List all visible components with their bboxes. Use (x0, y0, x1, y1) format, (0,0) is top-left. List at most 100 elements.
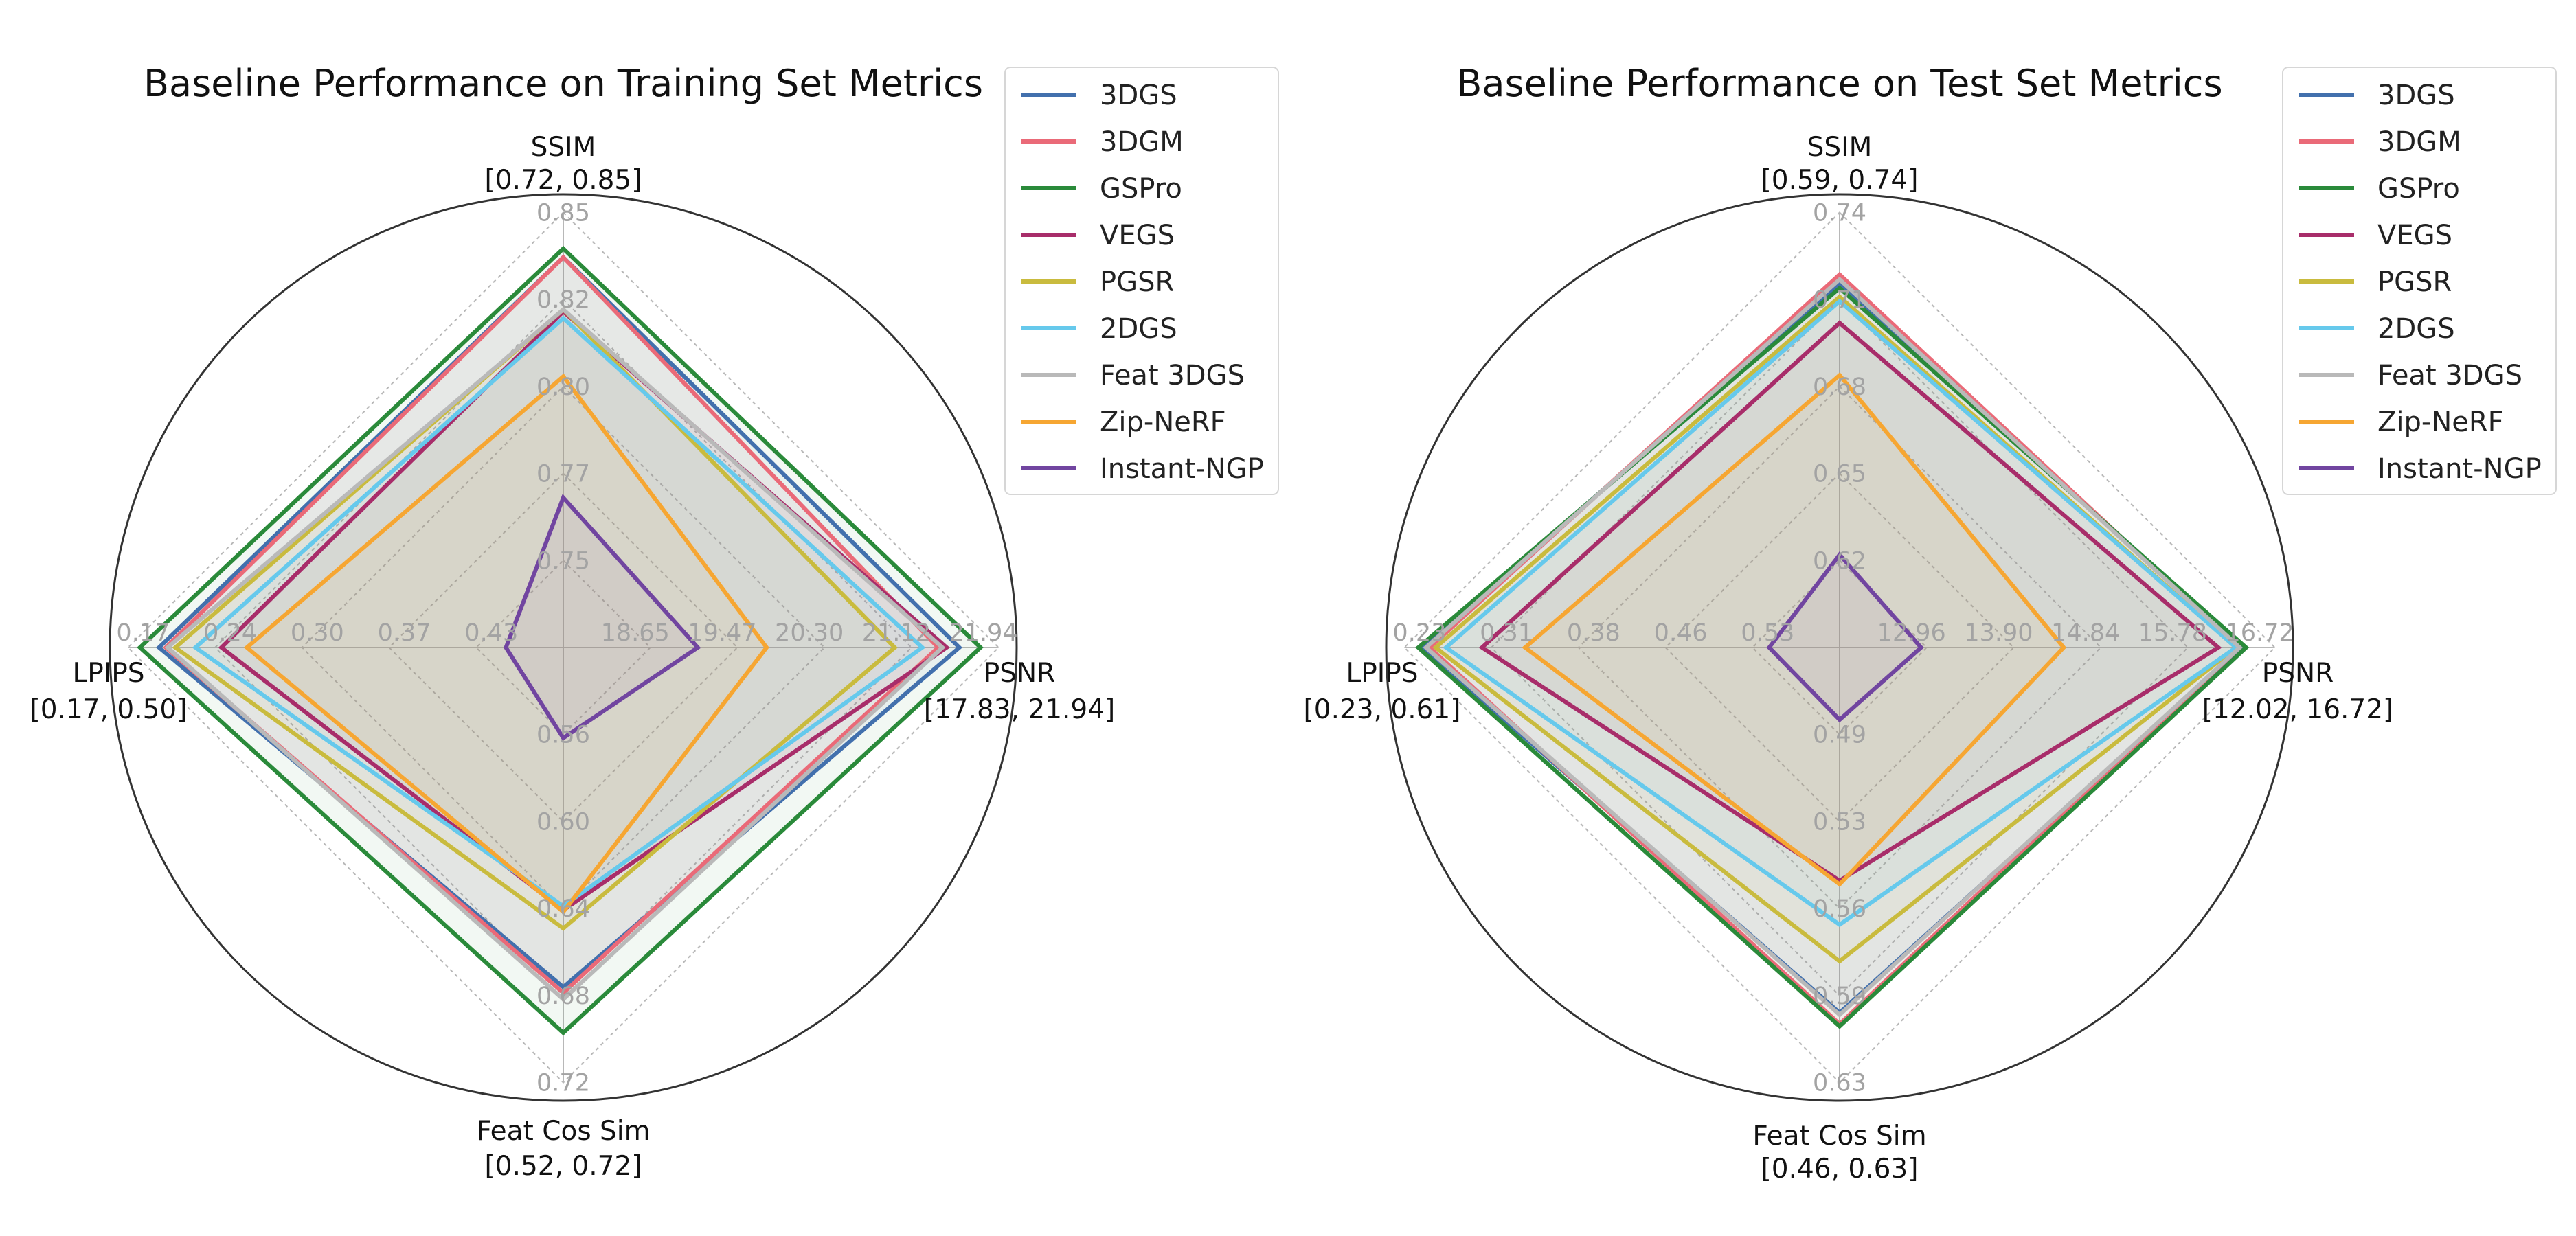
axis-range-lpips: [0.17, 0.50] (30, 694, 188, 725)
tick-label-ssim-3: 0.68 (1813, 374, 1866, 401)
legend-entry-3dgm: 3DGM (2377, 126, 2461, 158)
tick-label-ssim-3: 0.80 (536, 374, 590, 401)
tick-label-psnr-4: 15.78 (2138, 619, 2207, 647)
tick-label-psnr-2: 13.90 (1964, 619, 2033, 647)
test-radar-panel: 0.62 0.65 0.68 0.71 0.74 12.96 13.90 14.84 15.78… (1304, 62, 2557, 1184)
tick-label-lpips-3: 0.38 (1567, 619, 1620, 647)
grid-ring-2 (1664, 472, 2015, 823)
axis-label-lpips: LPIPS (72, 658, 144, 689)
tick-label-lpips-1: 0.43 (464, 619, 518, 647)
legend-entry-vegs: VEGS (1100, 220, 1175, 251)
axis-range-psnr: [17.83, 21.94] (924, 694, 1116, 725)
tick-label-ssim-5: 0.74 (1813, 199, 1866, 227)
tick-label-psnr-1: 18.65 (601, 619, 670, 647)
tick-label-ssim-1: 0.62 (1813, 547, 1866, 575)
tick-label-feat-cos-sim-1: 0.49 (1813, 722, 1866, 749)
series-line-3dgs (156, 254, 963, 990)
legend-entry-3dgs: 3DGS (1100, 80, 1177, 111)
tick-label-ssim-5: 0.85 (536, 199, 590, 227)
tick-label-feat-cos-sim-3: 0.56 (1813, 895, 1866, 923)
axis-label-feat-cos-sim: Feat Cos Sim (476, 1116, 650, 1147)
grid-ring-2 (388, 472, 738, 823)
series-line-vegs (1478, 320, 2222, 884)
legend: 3DGS 3DGM GSPro VEGS PGSR 2DGS Feat 3DGS Zip-Ne… (2282, 67, 2557, 495)
tick-label-feat-cos-sim-4: 0.68 (536, 983, 590, 1010)
tick-label-feat-cos-sim-2: 0.53 (1813, 808, 1866, 836)
legend: 3DGS 3DGM GSPro VEGS PGSR 2DGS Feat 3DGS Zip-Ne… (1004, 67, 1279, 495)
tick-label-ssim-4: 0.82 (536, 286, 590, 314)
legend-entry-zip-nerf: Zip-NeRF (2377, 407, 2504, 438)
series-fill-2dgs (195, 318, 923, 906)
chart-title: Baseline Performance on Test Set Metrics (1456, 62, 2222, 105)
chart-title: Baseline Performance on Training Set Met… (144, 62, 983, 105)
tick-label-lpips-5: 0.23 (1392, 619, 1446, 647)
grid-ring-3 (301, 385, 826, 910)
axis-label-lpips: LPIPS (1346, 658, 1418, 689)
axis-label-ssim: SSIM (1807, 132, 1873, 163)
tick-label-psnr-5: 21.94 (949, 619, 1017, 647)
tick-label-feat-cos-sim-1: 0.56 (536, 722, 590, 749)
tick-label-ssim-4: 0.71 (1813, 286, 1866, 314)
legend-entry-gspro: GSPro (1100, 173, 1182, 205)
outer-circle (1385, 193, 2294, 1102)
training-radar-panel: 0.75 0.77 0.80 0.82 0.85 18.65 19.47 20.30 21.12… (30, 62, 1279, 1182)
tick-label-ssim-1: 0.75 (536, 547, 590, 575)
tick-label-feat-cos-sim-2: 0.60 (536, 808, 590, 836)
tick-label-feat-cos-sim-4: 0.59 (1813, 983, 1866, 1010)
tick-label-lpips-4: 0.24 (203, 619, 257, 647)
axis-range-lpips: [0.23, 0.61] (1304, 694, 1461, 725)
series-fill-2dgs (1446, 301, 2236, 925)
series-line-feat-3dgs (1423, 276, 2243, 1018)
legend-entry-pgsr: PGSR (2377, 266, 2452, 298)
series-line-2dgs (192, 315, 926, 909)
series-line-pgsr (172, 306, 898, 931)
tick-label-feat-cos-sim-3: 0.64 (536, 895, 590, 923)
axis-range-ssim: [0.72, 0.85] (485, 165, 642, 196)
tick-label-lpips-3: 0.30 (291, 619, 344, 647)
legend-entry-2dgs: 2DGS (2377, 313, 2455, 345)
legend-entry-feat-3dgs: Feat 3DGS (2377, 360, 2522, 391)
series-fill-vegs (1482, 323, 2219, 881)
legend-entry-3dgs: 3DGS (2377, 80, 2455, 111)
legend-entry-3dgm: 3DGM (1100, 126, 1184, 158)
series-line-2dgs (1443, 298, 2239, 928)
series-line-zip-nerf (243, 373, 769, 915)
tick-label-feat-cos-sim-5: 0.72 (536, 1070, 590, 1097)
tick-label-lpips-2: 0.37 (378, 619, 431, 647)
grid-ring-3 (1577, 385, 2102, 910)
legend-entry-instant-ngp: Instant-NGP (2377, 453, 2542, 485)
axis-label-psnr: PSNR (984, 658, 1056, 689)
legend-entry-instant-ngp: Instant-NGP (1100, 453, 1264, 485)
series-fill-3dgm (166, 257, 938, 993)
axis-range-psnr: [12.02, 16.72] (2202, 694, 2394, 725)
legend-frame (2282, 67, 2557, 495)
axis-label-feat-cos-sim: Feat Cos Sim (1752, 1121, 1926, 1152)
tick-label-psnr-5: 16.72 (2225, 619, 2294, 647)
axis-label-ssim: SSIM (531, 132, 596, 163)
tick-label-ssim-2: 0.65 (1813, 461, 1866, 488)
tick-label-lpips-5: 0.17 (116, 619, 170, 647)
axis-range-feat-cos-sim: [0.46, 0.63] (1761, 1154, 1919, 1184)
legend-entry-zip-nerf: Zip-NeRF (1100, 407, 1226, 438)
series-fill-pgsr (1435, 297, 2236, 961)
axis-range-ssim: [0.59, 0.74] (1761, 165, 1919, 196)
legend-entry-vegs: VEGS (2377, 220, 2452, 251)
series-line-feat-3dgs (164, 306, 946, 1003)
series-line-instant-ngp (504, 494, 701, 742)
axis-label-psnr: PSNR (2262, 658, 2334, 689)
series-fill-3dgs (159, 257, 960, 987)
tick-label-psnr-4: 21.12 (862, 619, 931, 647)
tick-label-psnr-3: 20.30 (775, 619, 844, 647)
legend-entry-gspro: GSPro (2377, 173, 2460, 205)
legend-entry-pgsr: PGSR (1100, 266, 1174, 298)
tick-label-lpips-2: 0.46 (1654, 619, 1708, 647)
tick-label-ssim-2: 0.77 (536, 461, 590, 488)
tick-label-psnr-2: 19.47 (688, 619, 756, 647)
legend-frame (1004, 67, 1279, 495)
series-line-gspro (137, 245, 984, 1036)
legend-entry-feat-3dgs: Feat 3DGS (1100, 360, 1245, 391)
series-line-instant-ngp (1766, 551, 1924, 723)
outer-circle (109, 193, 1018, 1102)
tick-label-psnr-1: 12.96 (1877, 619, 1946, 647)
